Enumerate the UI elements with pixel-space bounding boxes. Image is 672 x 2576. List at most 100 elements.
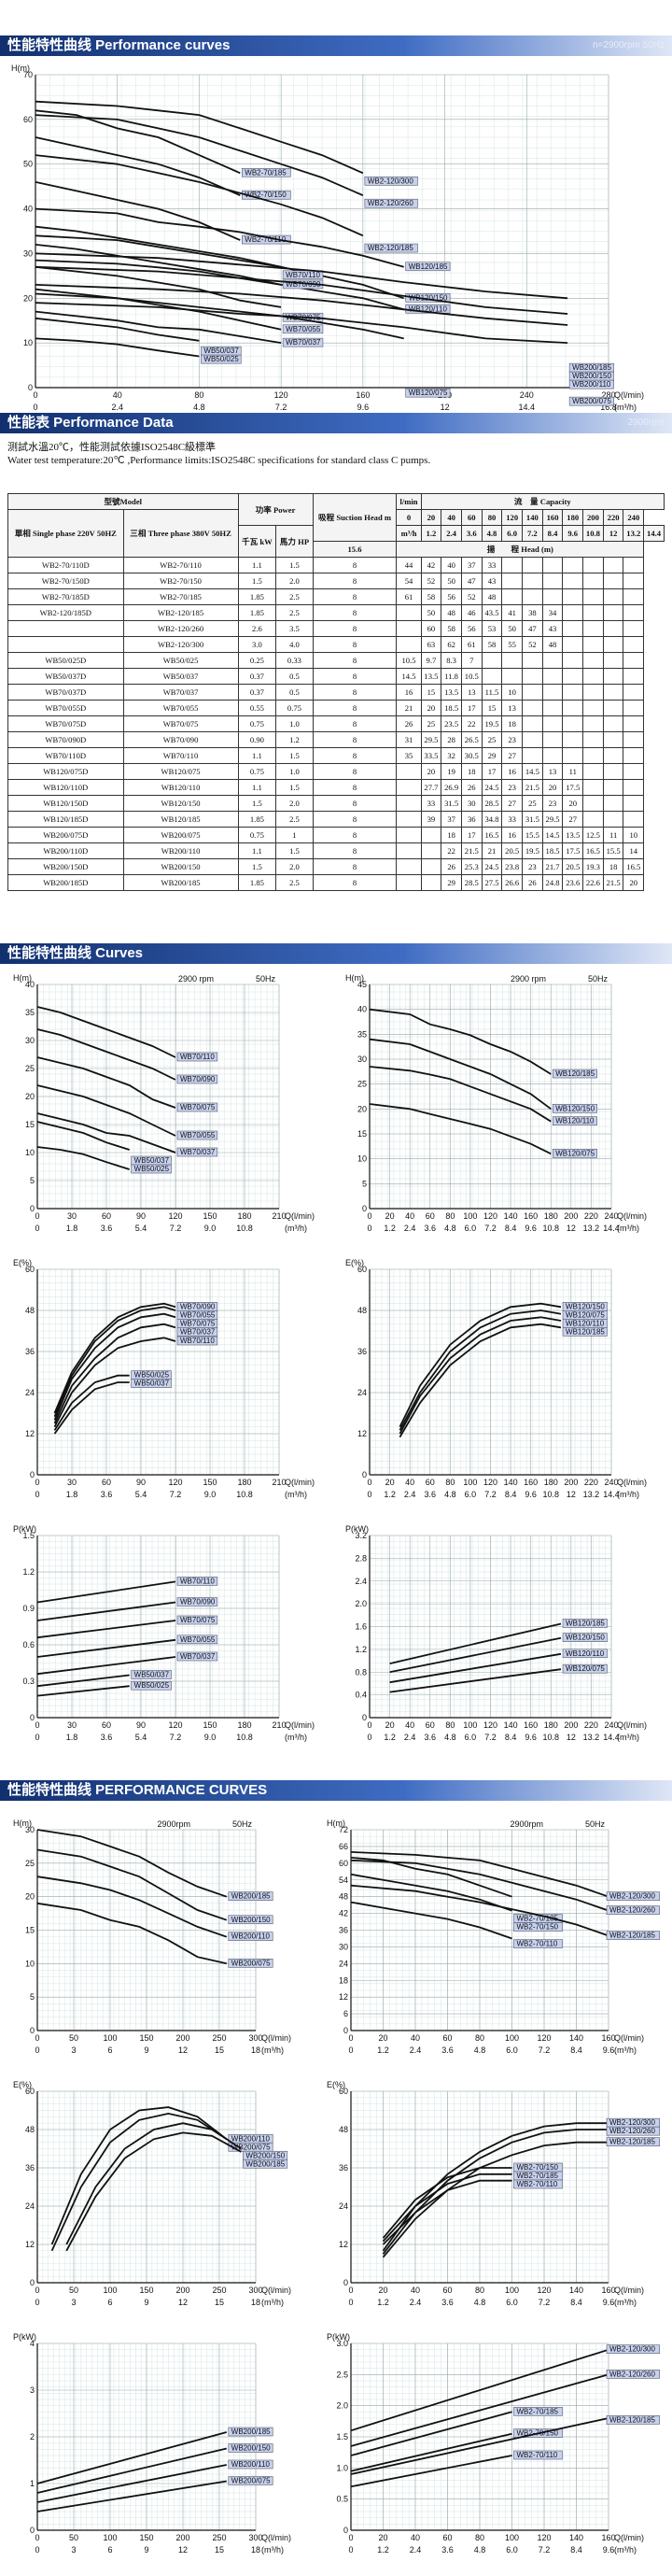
series-label-box: [176, 1577, 218, 1586]
y-tick-label: 0.3: [22, 1677, 35, 1686]
table-cell: [522, 668, 543, 685]
table-cell: 63: [420, 636, 442, 653]
table-cell: 41: [501, 604, 524, 621]
y-tick-label: 1.6: [355, 1622, 367, 1632]
table-cell: 48: [541, 636, 564, 653]
table-cell: 13: [541, 763, 564, 780]
table-cell: 14: [623, 842, 645, 859]
series-line: [389, 1622, 562, 1664]
table-row: WB70/037D WB70/037 0.37 0.5 8 16 15 13.5 13 11.5 1…: [7, 684, 665, 701]
x-tick-label: 30: [67, 1211, 77, 1221]
x-tick-label: 250: [212, 2533, 226, 2542]
series-label: WB2-70/185: [517, 1915, 559, 1923]
series-label-box: [228, 2459, 273, 2470]
table-cell: [582, 636, 604, 653]
x-tick-label: 0: [348, 2286, 353, 2295]
series-line: [53, 1337, 176, 1428]
hz-label: 50Hz: [588, 974, 609, 984]
x2-tick-label: 0: [35, 1733, 39, 1742]
x-tick-label: 140: [504, 1478, 518, 1487]
section-title: 性能特性曲线 Performance curves: [7, 37, 231, 53]
series-label: WB2-120/300: [609, 2345, 655, 2354]
series-line: [36, 1674, 130, 1688]
series-label-box: [364, 243, 418, 253]
series-label: WB200/150: [572, 372, 611, 380]
table-cell: 3.5: [275, 620, 314, 637]
series-label: WB200/110: [231, 1932, 271, 1941]
y-tick-label: 0.5: [336, 2495, 348, 2504]
series-label: WB70/110: [286, 271, 320, 279]
table-cell: 56: [441, 588, 462, 605]
series-label: WB120/075: [566, 1664, 605, 1673]
series-label: WB2-70/110: [517, 1940, 558, 1948]
x-tick-label: 0: [35, 2533, 39, 2542]
x2-tick-label: 5.4: [135, 1490, 147, 1499]
y-tick-label: 2.8: [355, 1553, 367, 1563]
x2-tick-label: 10.8: [542, 1490, 559, 1499]
x-tick-label: 0: [33, 390, 37, 400]
table-cell: [522, 557, 543, 573]
chart-c12: 0 50 100 150 200 250 300 0 3 6 9 12 15 18 (m³/h) 0 1 2 3 4 Q…: [11, 2330, 310, 2564]
x2-tick-label: 4.8: [193, 403, 205, 412]
series-label: WB120/075: [409, 389, 448, 397]
table-cell: [396, 763, 422, 780]
series-label-box: [513, 1922, 563, 1932]
x2-tick-label: 7.2: [484, 1224, 497, 1233]
series-label: WB200/185: [245, 2159, 285, 2168]
series-label: WB2-70/110: [245, 235, 286, 244]
th-m3h-4: 4.8: [481, 525, 503, 542]
table-cell: [501, 573, 524, 589]
table-cell: WB2-70/110D: [7, 557, 124, 573]
x-tick-label: 90: [136, 1478, 146, 1487]
x-tick-label: 60: [102, 1720, 111, 1730]
x-tick-label: 120: [168, 1478, 182, 1487]
table-cell: 10.5: [460, 668, 483, 685]
y-tick-label: 0.6: [22, 1640, 35, 1649]
th-lmin-1: 20: [420, 509, 442, 526]
y-tick-label: 30: [357, 1054, 367, 1064]
x2-tick-label: 4.8: [444, 1733, 456, 1742]
table-cell: [481, 668, 503, 685]
y-tick-label: 6: [343, 2009, 348, 2018]
table-cell: 8: [312, 668, 398, 685]
table-cell: WB120/075: [122, 763, 239, 780]
table-cell: [396, 795, 422, 812]
x-tick-label: 180: [544, 1211, 558, 1221]
x-axis-label: Q(l/min): [614, 2033, 644, 2043]
table-cell: 26: [522, 874, 543, 891]
series-label-box: [513, 2407, 563, 2416]
x2-tick-label: 14.4: [603, 1224, 620, 1233]
table-cell: 16: [396, 684, 422, 701]
table-cell: 23.5: [441, 715, 462, 732]
rpm-label: 2900rpm: [510, 1819, 543, 1829]
x2-tick-label: 2.4: [410, 2045, 422, 2055]
chart-c13: 0 20 40 60 80 100 120 140 160 0 1.2 2.4 3.6 4.8 6.0 7.2…: [325, 2330, 663, 2564]
table-cell: 1.5: [275, 747, 314, 764]
series-label: WB70/090: [180, 1075, 216, 1083]
x-tick-label: 100: [505, 2033, 519, 2043]
series-label: WB2-70/185: [517, 2407, 559, 2415]
series-label-box: [606, 2137, 660, 2146]
series-label: WB50/025: [134, 1681, 170, 1690]
table-body: WB2-70/110D WB2-70/110 1.1 1.5 8 44 42 40 37 33 WB…: [7, 557, 665, 891]
chart-c2: 0 30 60 90 120 150 180 210 0 1.8 3.6 5.4 7.2 9.0 10.8(…: [11, 971, 333, 1242]
table-cell: 11.8: [441, 668, 462, 685]
series-line: [389, 1652, 562, 1684]
series-label-box: [606, 1905, 660, 1915]
x2-tick-label: 3.6: [441, 2045, 454, 2055]
table-cell: 26: [396, 715, 422, 732]
table-row: WB50/025D WB50/025 0.25 0.33 8 10.5 9.7 8.3 7: [7, 652, 665, 669]
series-line: [36, 1146, 130, 1170]
x2-tick-label: 6: [107, 2298, 112, 2307]
series-line: [36, 1620, 176, 1639]
table-cell: WB200/110D: [7, 842, 124, 859]
x-tick-label: 300: [248, 2033, 262, 2043]
table-cell: 35: [396, 747, 422, 764]
series-label: WB200/150: [245, 2151, 285, 2159]
y-tick-label: 2.0: [336, 2401, 348, 2411]
table-cell: 58: [420, 588, 442, 605]
series-label: WB2-70/110: [517, 2451, 558, 2459]
x-axis-label: Q(l/min): [614, 390, 644, 400]
series-label-box: [282, 337, 324, 347]
x-tick-label: 160: [601, 2286, 615, 2295]
